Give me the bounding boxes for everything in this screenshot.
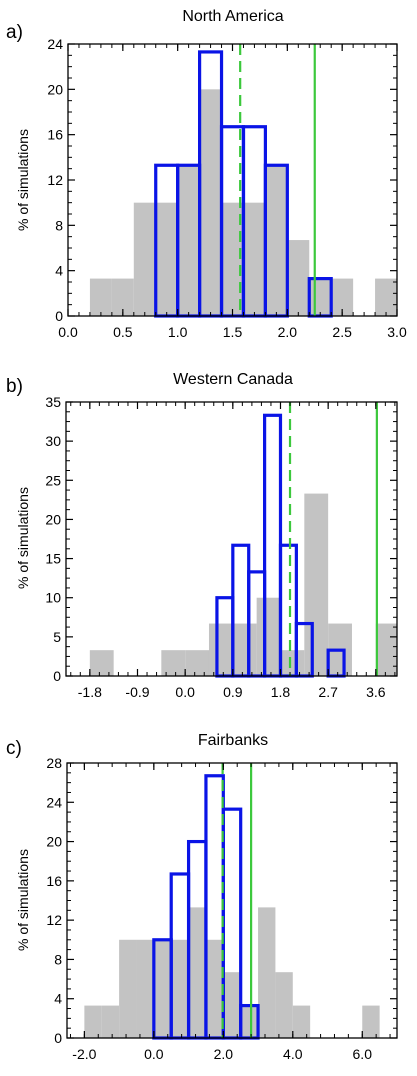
panel-c-gray-bar <box>101 1005 120 1038</box>
panel-c-x-tick-label: -2.0 <box>72 1046 96 1062</box>
panel-a-y-tick-label: 20 <box>47 81 63 97</box>
panel-a-gray-bar <box>375 278 397 316</box>
panel-c-gray-bar <box>223 972 241 1038</box>
panel-b-y-tick-label: 30 <box>45 433 61 449</box>
panel-a-y-tick-label: 12 <box>47 172 63 188</box>
panel-c-y-tick-label: 24 <box>46 794 62 810</box>
panel-a: a) North America % of simulations 0 4 8 12 1… <box>6 8 407 340</box>
panel-b: b) Western Canada % of simulations 0 5 10 1… <box>6 371 398 700</box>
panel-b-y-tick-label: 10 <box>45 590 61 606</box>
panel-b-x-tick-label: -1.8 <box>78 684 102 700</box>
panel-a-gray-bar <box>111 278 134 316</box>
panel-a-x-tick-label: 0.0 <box>58 324 78 340</box>
panel-c-gray-bar <box>362 1005 380 1038</box>
panel-a-gray-bar <box>243 202 266 316</box>
panel-a-gray-bar <box>221 202 244 316</box>
panel-a-gray-bar <box>331 278 354 316</box>
panel-a-x-tick-label: 3.0 <box>387 324 407 340</box>
panel-a-x-tick-label: 2.0 <box>278 324 298 340</box>
panel-b-y-tick-label: 15 <box>45 551 61 567</box>
panel-c-gray-bar <box>153 939 172 1038</box>
panel-c-gray-bar <box>188 907 206 1038</box>
panel-b-gray-bar <box>256 597 281 676</box>
panel-c-gray-bar <box>205 939 224 1038</box>
panel-b-x-tick-label: 1.8 <box>271 684 291 700</box>
panel-c: c) Fairbanks % of simulations 0 4 8 12 16 20 2… <box>6 732 398 1062</box>
panel-c-y-tick-label: 4 <box>54 991 62 1007</box>
panel-a-ylabel: % of simulations <box>15 129 31 231</box>
panel-c-plot: 0 4 8 12 16 20 24 28 -2.0 0.0 2.0 4.0 6.0 <box>46 755 398 1062</box>
panel-a-x-tick-label: 1.5 <box>223 324 243 340</box>
panel-a-gray-bar <box>89 278 112 316</box>
panel-b-y-tick-label: 0 <box>53 668 61 684</box>
panel-c-label: c) <box>6 738 22 759</box>
panel-c-y-tick-label: 12 <box>46 912 62 928</box>
panel-c-y-tick-label: 16 <box>46 873 62 889</box>
panel-a-x-tick-label: 0.5 <box>113 324 133 340</box>
panel-a-x-tick-label: 2.5 <box>332 324 352 340</box>
panel-c-y-tick-label: 0 <box>54 1030 62 1046</box>
panel-a-gray-bar <box>265 165 288 316</box>
panel-c-y-tick-label: 20 <box>46 834 62 850</box>
panel-b-gray-bar <box>208 623 233 676</box>
panel-a-y-tick-label: 0 <box>55 308 63 324</box>
panel-c-x-tick-label: 4.0 <box>283 1046 303 1062</box>
panel-c-gray-bar <box>258 907 276 1038</box>
panel-b-y-tick-label: 35 <box>45 394 61 410</box>
panel-a-y-tick-label: 4 <box>55 263 63 279</box>
panel-c-x-tick-label: 2.0 <box>214 1046 234 1062</box>
panel-b-gray-bar <box>232 623 257 676</box>
panel-c-gray-bar <box>240 1005 259 1038</box>
panel-b-gray-bar <box>304 493 329 676</box>
panel-b-x-tick-label: -0.9 <box>125 684 149 700</box>
panel-b-gray-bar <box>161 650 186 676</box>
panel-c-gray-bar <box>171 939 189 1038</box>
panel-b-title: Western Canada <box>173 371 293 388</box>
panel-c-y-tick-label: 8 <box>54 951 62 967</box>
panel-b-x-tick-label: 0.0 <box>175 684 195 700</box>
panel-b-x-tick-label: 3.6 <box>366 684 386 700</box>
panel-b-label: b) <box>6 376 23 397</box>
panel-a-y-tick-label: 16 <box>47 127 63 143</box>
panel-b-x-tick-label: 2.7 <box>318 684 338 700</box>
panel-c-ylabel: % of simulations <box>15 849 31 951</box>
panel-a-gray-bar <box>177 165 200 316</box>
panel-c-x-tick-label: 0.0 <box>144 1046 164 1062</box>
panel-a-gray-bar <box>199 89 222 316</box>
panel-b-x-tick-label: 0.9 <box>223 684 243 700</box>
panel-b-ylabel: % of simulations <box>15 487 31 589</box>
panel-b-gray-bar <box>185 650 209 676</box>
panel-a-gray-bar <box>287 240 310 316</box>
panel-b-gray-bar <box>375 623 397 676</box>
panel-c-gray-bar <box>84 1005 102 1038</box>
panel-a-gray-bar <box>155 202 178 316</box>
panel-c-y-tick-label: 28 <box>46 755 62 771</box>
panel-a-label: a) <box>6 22 23 43</box>
panel-c-gray-bar <box>136 939 154 1038</box>
panel-a-x-tick-label: 1.0 <box>168 324 188 340</box>
panel-a-y-tick-label: 24 <box>47 36 63 52</box>
panel-a-plot: 0 4 8 12 16 20 24 0.0 0.5 1.0 1.5 2.0 2.5 3.0 <box>47 36 407 340</box>
panel-b-gray-bar <box>89 650 114 676</box>
panel-c-gray-bar <box>275 972 293 1038</box>
panel-b-y-tick-label: 25 <box>45 472 61 488</box>
panel-c-title: Fairbanks <box>198 732 268 749</box>
panel-a-gray-bar <box>309 278 332 316</box>
panel-c-gray-bar <box>292 1005 311 1038</box>
panel-a-title: North America <box>182 8 283 25</box>
panel-a-y-tick-label: 8 <box>55 217 63 233</box>
panel-a-gray-bar <box>133 202 156 316</box>
panel-b-gray-bar <box>280 650 305 676</box>
panel-b-y-tick-label: 20 <box>45 511 61 527</box>
panel-c-x-tick-label: 6.0 <box>353 1046 373 1062</box>
panel-b-plot: 0 5 10 15 20 25 30 35 -1.8 -0.9 0.0 0.9 1.8 2.7 3.6 <box>45 394 398 700</box>
panel-b-y-tick-label: 5 <box>53 629 61 645</box>
panel-c-gray-bar <box>119 939 137 1038</box>
